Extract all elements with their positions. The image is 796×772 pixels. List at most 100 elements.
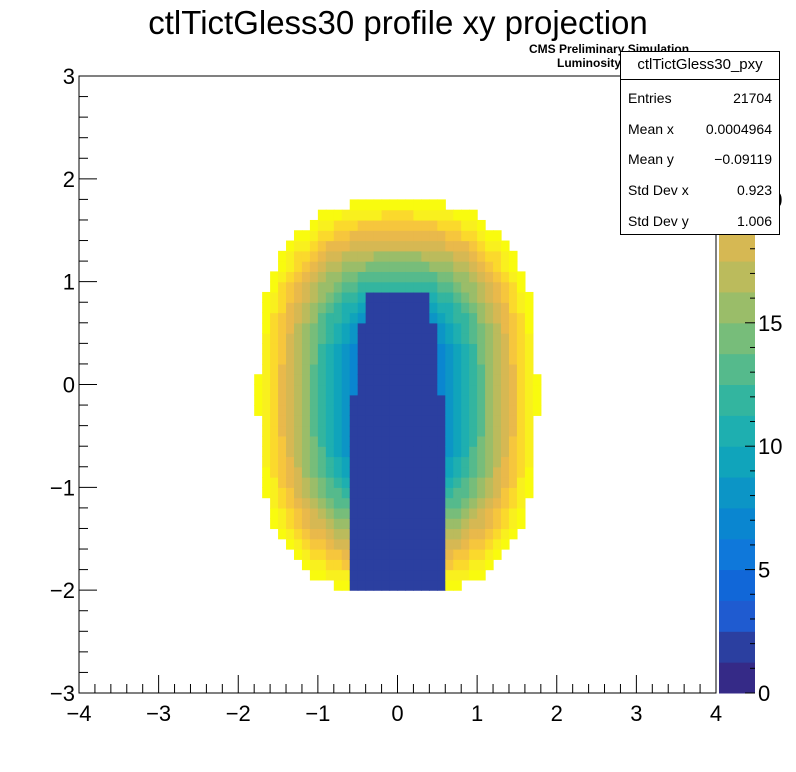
heatmap-cell xyxy=(516,281,526,293)
heatmap-cell xyxy=(485,240,494,252)
heatmap-cell xyxy=(389,302,399,314)
heatmap-cell xyxy=(309,466,319,478)
heatmap-cell xyxy=(357,466,367,478)
heatmap-cell xyxy=(429,497,438,509)
heatmap-cell xyxy=(333,518,343,530)
heatmap-cell xyxy=(516,322,526,334)
heatmap-cell xyxy=(405,322,415,334)
heatmap-cell xyxy=(453,477,462,488)
heatmap-cell xyxy=(485,549,494,560)
heatmap-cell xyxy=(477,374,486,386)
heatmap-cell xyxy=(262,405,271,416)
heatmap-cell xyxy=(317,219,327,231)
heatmap-cell xyxy=(286,333,295,344)
heatmap-cell xyxy=(309,425,319,437)
heatmap-cell xyxy=(325,353,335,365)
heatmap-cell xyxy=(493,230,502,242)
heatmap-cell xyxy=(405,579,415,591)
heatmap-cell xyxy=(461,322,470,334)
heatmap-cell xyxy=(421,559,430,571)
stats-title: ctlTictGless30_pxy xyxy=(637,56,763,73)
heatmap-cell xyxy=(485,466,494,478)
heatmap-cell xyxy=(349,219,359,231)
heatmap-cell xyxy=(445,446,454,458)
heatmap-cell xyxy=(357,528,367,540)
heatmap-cell xyxy=(461,343,470,355)
heatmap-cell xyxy=(389,250,399,262)
heatmap-cell xyxy=(469,518,478,530)
heatmap-cell xyxy=(429,425,438,437)
palette-swatch xyxy=(719,353,755,385)
heatmap-cell xyxy=(461,487,470,499)
heatmap-cell xyxy=(461,271,470,283)
heatmap-cell xyxy=(437,384,446,396)
heatmap-cell xyxy=(270,384,279,396)
heatmap-cell xyxy=(469,230,478,242)
heatmap-cell xyxy=(477,281,486,293)
heatmap-cell xyxy=(341,312,351,324)
heatmap-cell xyxy=(365,497,375,509)
heatmap-cell xyxy=(413,394,422,406)
heatmap-cell xyxy=(278,507,287,519)
heatmap-cell xyxy=(413,291,422,303)
heatmap-cell xyxy=(286,312,295,324)
heatmap-cell xyxy=(349,291,359,303)
heatmap-cell xyxy=(341,446,351,458)
heatmap-cell xyxy=(389,394,399,406)
heatmap-cell xyxy=(357,435,367,447)
heatmap-cell xyxy=(341,456,351,468)
heatmap-cell xyxy=(485,394,494,406)
heatmap-cell xyxy=(429,569,438,581)
heatmap-cell xyxy=(389,425,399,437)
heatmap-cell xyxy=(437,446,446,458)
heatmap-cell xyxy=(381,271,391,283)
heatmap-cell xyxy=(325,384,335,396)
heatmap-cell xyxy=(429,219,438,231)
heatmap-cell xyxy=(317,415,327,427)
heatmap-cell xyxy=(389,374,399,386)
heatmap-cell xyxy=(278,312,287,324)
heatmap-cell xyxy=(421,405,430,416)
heatmap-cell xyxy=(508,343,518,355)
heatmap-cell xyxy=(381,363,391,375)
heatmap-cell xyxy=(365,261,375,272)
heatmap-cell xyxy=(317,518,327,530)
heatmap-cell xyxy=(278,425,287,437)
heatmap-cell xyxy=(381,343,391,355)
heatmap-cell xyxy=(389,507,399,519)
palette-swatch xyxy=(719,477,755,509)
heatmap-cell xyxy=(477,477,486,488)
heatmap-cell xyxy=(389,456,399,468)
heatmap-cell xyxy=(365,466,375,478)
heatmap-cell xyxy=(421,291,430,303)
heatmap-cell xyxy=(293,456,303,468)
heatmap-cell xyxy=(516,466,526,478)
heatmap-cell xyxy=(397,271,407,283)
heatmap-cell xyxy=(286,343,295,355)
heatmap-cell xyxy=(341,477,351,488)
heatmap-cell xyxy=(349,559,359,571)
heatmap-cell xyxy=(286,261,295,272)
heatmap-cell xyxy=(301,415,311,427)
heatmap-cell xyxy=(461,250,470,262)
heatmap-cell xyxy=(485,302,494,314)
heatmap-cell xyxy=(357,312,367,324)
heatmap-cell xyxy=(413,477,422,488)
heatmap-cell xyxy=(286,281,295,293)
heatmap-cell xyxy=(389,497,399,509)
heatmap-cell xyxy=(341,518,351,530)
heatmap-cell xyxy=(445,569,454,581)
heatmap-cell xyxy=(286,291,295,303)
heatmap-cell xyxy=(325,415,335,427)
heatmap-cell xyxy=(349,497,359,509)
heatmap-cell xyxy=(373,281,383,293)
heatmap-cell xyxy=(485,261,494,272)
heatmap-cells xyxy=(254,199,542,591)
heatmap-cell xyxy=(469,425,478,437)
heatmap-cell xyxy=(381,518,391,530)
heatmap-cell xyxy=(437,405,446,416)
heatmap-cell xyxy=(397,579,407,591)
heatmap-cell xyxy=(301,322,311,334)
heatmap-cell xyxy=(373,333,383,344)
heatmap-cell xyxy=(349,353,359,365)
